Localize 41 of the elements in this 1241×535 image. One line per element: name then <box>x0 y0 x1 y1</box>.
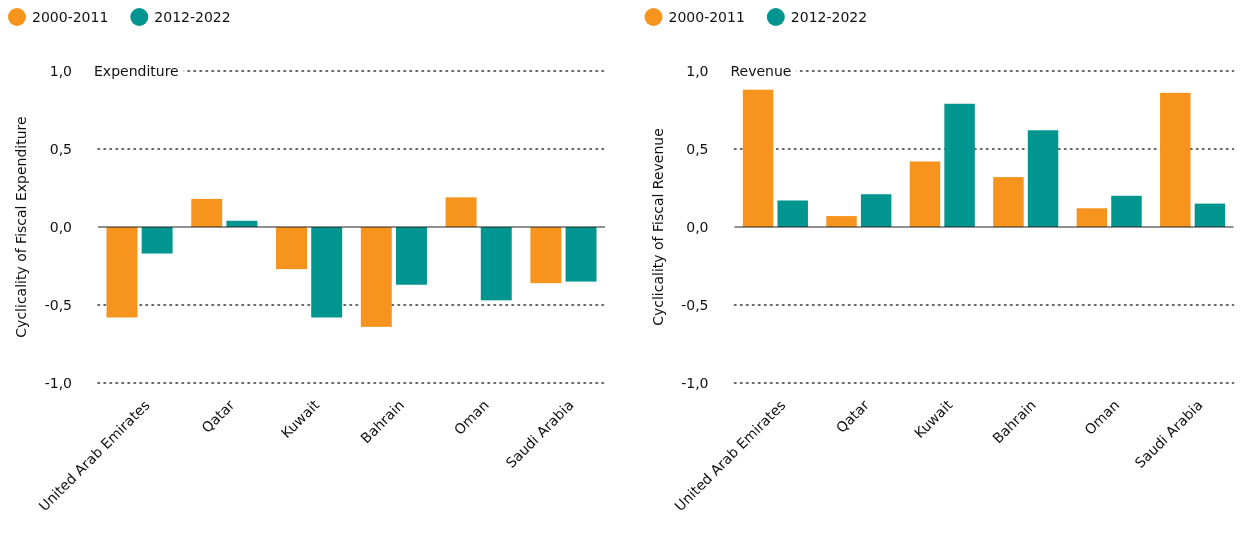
bar <box>1076 208 1108 227</box>
y-tick-label: 0,5 <box>686 140 709 157</box>
y-tick-label: 1,0 <box>49 62 72 79</box>
y-tick-label: 1,0 <box>686 62 709 79</box>
bar <box>993 177 1024 227</box>
bar <box>276 227 307 270</box>
bar <box>311 227 343 318</box>
bar <box>106 227 138 318</box>
y-tick-label: 0,5 <box>49 140 72 157</box>
y-tick-label: -0,5 <box>681 296 709 313</box>
y-axis-title: Cyclicality of Fiscal Expenditure <box>13 116 29 338</box>
bar <box>530 227 562 284</box>
bar <box>944 103 975 227</box>
legend-label: 2000-2011 <box>32 8 109 25</box>
bar <box>1027 130 1059 227</box>
bar <box>742 89 774 227</box>
bar <box>1111 195 1142 227</box>
bar <box>480 227 512 301</box>
bar <box>909 161 941 227</box>
legend-label: 2012-2022 <box>154 8 231 25</box>
y-tick-label: -1,0 <box>681 374 709 391</box>
bar <box>396 227 427 285</box>
y-tick-label: 0,0 <box>686 218 709 235</box>
bar <box>565 227 597 282</box>
bar <box>1194 203 1226 227</box>
bar <box>445 197 477 227</box>
bar <box>191 198 223 227</box>
y-tick-label: 0,0 <box>49 218 72 235</box>
bar <box>360 227 392 327</box>
bar <box>860 194 892 227</box>
legend-label: 2012-2022 <box>790 8 868 25</box>
y-tick-label: -1,0 <box>44 374 72 391</box>
chart-title: Expenditure <box>94 62 179 79</box>
bar <box>141 227 173 254</box>
y-tick-label: -0,5 <box>44 296 72 313</box>
chart-title: Revenue <box>730 62 792 79</box>
bar <box>826 216 857 227</box>
bar <box>1160 92 1191 227</box>
y-axis-title: Cyclicality of Fiscal Revenue <box>649 128 666 326</box>
legend-label: 2000-2011 <box>668 8 745 25</box>
bar <box>777 200 808 227</box>
